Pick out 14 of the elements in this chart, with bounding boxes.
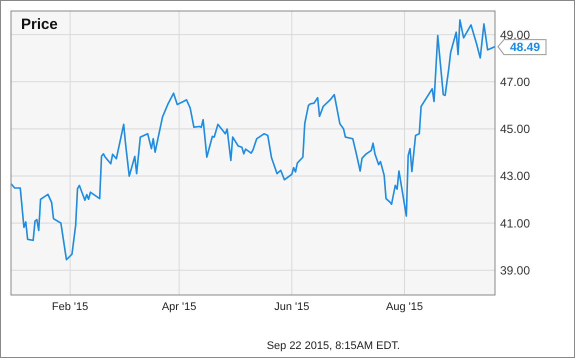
x-tick-label: Jun '15 [274, 301, 310, 313]
y-tick-label: 39.00 [500, 263, 530, 278]
y-tick-label: 45.00 [500, 122, 530, 136]
y-tick-label: 49.00 [500, 28, 530, 42]
x-tick-label: Aug '15 [386, 301, 423, 313]
text: Sep 22 2015, 8:15AM EDT. [266, 340, 400, 352]
y-tick-label: 47.00 [500, 74, 530, 89]
line-series [10, 19, 496, 260]
y-tick-label: 43.00 [500, 169, 530, 184]
chart-title: Price [21, 16, 58, 33]
x-tick-label: Apr '15 [162, 301, 196, 313]
x-tick-label: Feb '15 [52, 301, 88, 313]
y-tick-label: 41.00 [500, 216, 530, 230]
annotation: 48.49 [510, 40, 540, 54]
